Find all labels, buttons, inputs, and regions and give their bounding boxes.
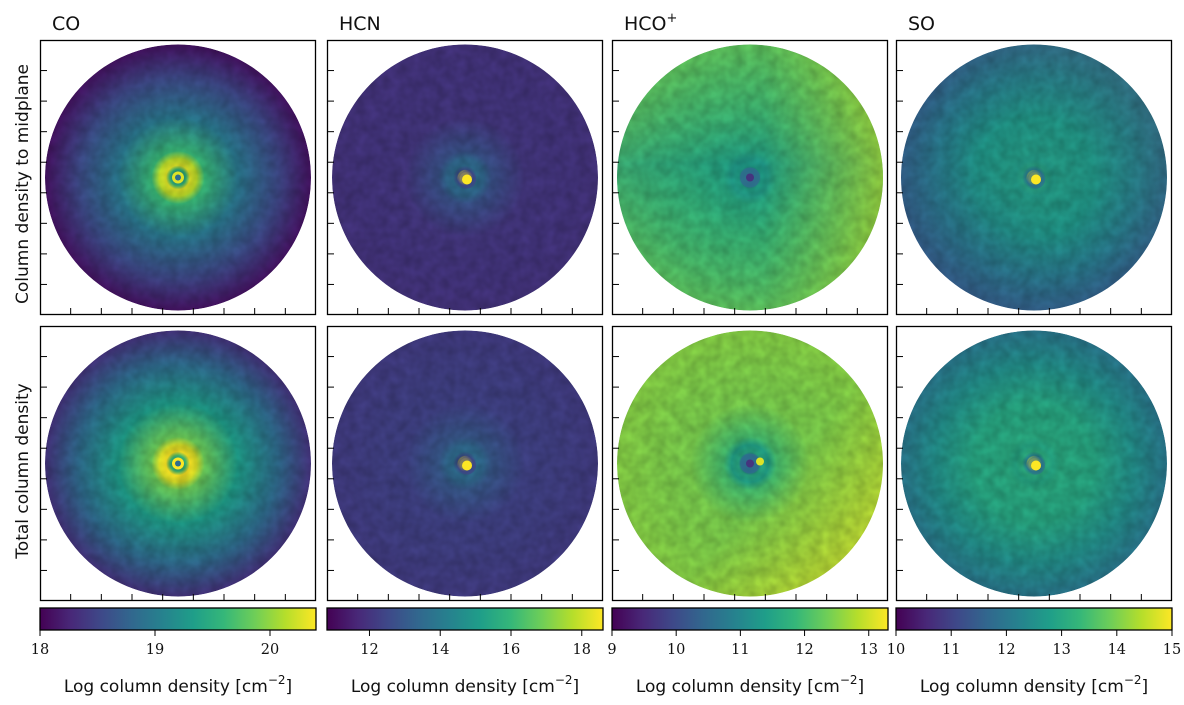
heatmap-panel	[895, 39, 1173, 316]
central-hole	[175, 174, 181, 181]
colorbar-tick-label: 12	[360, 642, 378, 658]
colorbar-tick-label: 20	[261, 642, 279, 658]
colorbar-tick-label: 10	[887, 642, 905, 658]
disk	[45, 330, 311, 597]
colorbar-bar	[895, 607, 1173, 631]
central-hole	[746, 459, 754, 468]
colorbar-label-sup: −2	[555, 673, 573, 687]
colorbar-bar	[326, 607, 604, 631]
heatmap-panel	[611, 39, 889, 316]
central-source	[462, 460, 472, 471]
colorbar-tick-label: 15	[1163, 642, 1181, 658]
panel-frame	[895, 39, 1173, 316]
colorbar-label-main: Log column density [cm	[636, 677, 840, 697]
row-label-top: Column density to midplane	[13, 64, 33, 304]
column-title: SO	[908, 13, 935, 35]
heatmap-panel	[39, 325, 317, 602]
panel-frame	[611, 325, 889, 602]
colorbar-label: Log column density [cm−2]	[920, 673, 1148, 697]
central-source	[1031, 174, 1041, 185]
column-title: CO	[52, 13, 80, 35]
colorbar-tick-label: 9	[607, 642, 616, 658]
panel-frame	[326, 325, 604, 602]
colorbar-label: Log column density [cm−2]	[351, 673, 579, 697]
colorbar-bar	[611, 607, 889, 631]
colorbar: 12 14 16 18 Log column density [cm−2]	[326, 607, 604, 697]
disk	[332, 44, 598, 311]
column-3: SO 10 11 12 13 14 15 Log column density [cm−2]	[887, 13, 1181, 697]
column-2: HCO+ 9 10 11 12 13 Log column density [cm−2]	[607, 11, 889, 697]
colorbar-tick-label: 11	[942, 642, 960, 658]
column-1: HCN 12 14 16 18 Log column density [cm−2]	[326, 13, 604, 697]
colorbar: 18 19 20 Log column density [cm−2]	[31, 607, 317, 697]
central-hole	[175, 460, 181, 467]
colorbar-tick-label: 19	[146, 642, 164, 658]
colorbar: 10 11 12 13 14 15 Log column density [cm−2]	[887, 607, 1181, 697]
disk	[901, 330, 1167, 597]
colorbar-tick-label: 13	[1052, 642, 1070, 658]
colorbar-tick-label: 18	[573, 642, 591, 658]
colorbar-label-sup: −2	[840, 673, 858, 687]
disk	[45, 44, 311, 311]
heatmap-panel	[39, 39, 317, 316]
heatmap-panel	[326, 39, 604, 316]
panel-frame	[39, 325, 317, 602]
central-source	[462, 174, 472, 185]
hot-spot	[756, 457, 764, 466]
colorbar-label: Log column density [cm−2]	[636, 673, 864, 697]
colorbar-label-end: ]	[286, 677, 293, 697]
colorbar-label-sup: −2	[1124, 673, 1142, 687]
panel-frame	[326, 39, 604, 316]
colorbar-label-end: ]	[573, 677, 580, 697]
colorbar-tick-label: 14	[1108, 642, 1126, 658]
colorbar-tick-label: 10	[667, 642, 685, 658]
colorbar-tick-label: 11	[731, 642, 749, 658]
column-title: HCO+	[624, 11, 677, 35]
row-labels: Column density to midplane Total column …	[13, 64, 33, 560]
panel-frame	[611, 39, 889, 316]
colorbar-label-end: ]	[1142, 677, 1149, 697]
colorbar-tick-label: 13	[860, 642, 878, 658]
colorbar-label-end: ]	[858, 677, 865, 697]
central-source	[1031, 460, 1041, 471]
disk	[617, 44, 883, 311]
heatmap-panel	[895, 325, 1173, 602]
colorbar-bar	[39, 607, 317, 631]
colorbar-tick-label: 16	[502, 642, 520, 658]
row-label-bottom: Total column density	[13, 383, 33, 559]
colorbar-tick-label: 14	[431, 642, 449, 658]
heatmap-panel	[611, 325, 889, 602]
column-title: HCN	[339, 13, 381, 35]
panel-frame	[39, 39, 317, 316]
disk	[617, 330, 883, 597]
colorbar: 9 10 11 12 13 Log column density [cm−2]	[607, 607, 889, 697]
colorbar-label: Log column density [cm−2]	[64, 673, 292, 697]
colorbar-tick-label: 18	[31, 642, 49, 658]
colorbar-label-main: Log column density [cm	[920, 677, 1124, 697]
central-hole	[746, 173, 754, 182]
colorbar-tick-label: 12	[795, 642, 813, 658]
panel-frame	[895, 325, 1173, 602]
column-title-sup: +	[667, 11, 678, 26]
column-0: CO 18 19 20 Log column density [cm−2]	[31, 13, 317, 697]
colorbar-label-main: Log column density [cm	[351, 677, 555, 697]
colorbar-tick-label: 12	[997, 642, 1015, 658]
disk	[901, 44, 1167, 311]
disk	[332, 330, 598, 597]
colorbar-label-main: Log column density [cm	[64, 677, 268, 697]
colorbar-label-sup: −2	[268, 673, 286, 687]
heatmap-panel	[326, 325, 604, 602]
